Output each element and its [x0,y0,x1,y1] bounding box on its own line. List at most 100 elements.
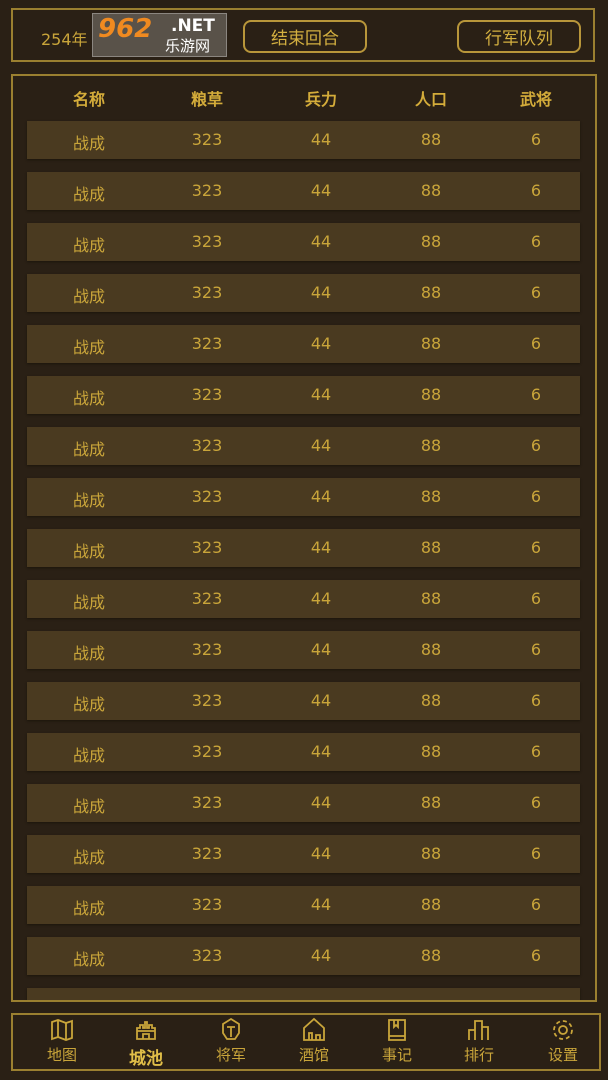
nav-tab-ranking[interactable]: 排行 [444,1017,514,1069]
cell-food: 323 [191,742,223,761]
map-icon [51,1019,73,1041]
cell-population: 88 [420,742,442,761]
table-row[interactable]: 战成 323 44 88 6 [27,427,580,465]
cell-name: 战成 [72,185,105,204]
table-row[interactable]: 战成 323 44 88 6 [27,937,580,975]
castle-icon [136,1021,156,1040]
nav-tab-tavern[interactable]: 酒馆 [279,1017,349,1069]
cell-population: 88 [420,844,442,863]
column-header-population: 人口 [414,90,447,109]
helmet-icon [222,1017,240,1040]
cell-name: 战成 [72,695,105,714]
cell-food: 323 [191,793,223,812]
cell-generals: 6 [530,742,542,761]
cell-name: 战成 [72,491,105,510]
nav-tab-label: 事记 [381,1046,412,1064]
top-bar: 254年 结束回合 行军队列 [11,8,595,62]
table-row[interactable]: 战成 323 44 88 6 [27,835,580,873]
cell-troops: 44 [310,130,332,149]
table-row[interactable]: 战成 323 44 88 6 [27,478,580,516]
cell-generals: 6 [530,181,542,200]
end-turn-button[interactable]: 结束回合 [243,20,367,53]
column-header-name: 名称 [72,90,105,109]
nav-tab-label: 将军 [215,1046,246,1064]
watermark-brand: 962 [98,14,153,44]
bottom-nav: 地图 城池 将军 酒馆 事记 排行 设置 [11,1013,601,1071]
nav-tab-book[interactable]: 事记 [362,1017,432,1069]
cell-name: 战成 [72,848,105,867]
cell-generals: 6 [530,691,542,710]
table-row[interactable]: 战成 323 44 88 6 [27,733,580,771]
table-row[interactable]: 战成 323 44 88 6 [27,580,580,618]
cell-name: 战成 [72,746,105,765]
table-row[interactable]: 战成 323 44 88 6 [27,631,580,669]
cell-generals: 6 [530,538,542,557]
watermark-logo: 962 .NET 乐游网 [92,13,227,57]
cell-food: 323 [191,385,223,404]
cell-population: 88 [420,793,442,812]
cell-food: 323 [191,487,223,506]
table-row[interactable]: 战成 323 44 88 6 [27,325,580,363]
cell-population: 88 [420,640,442,659]
nav-tab-map[interactable]: 地图 [27,1017,97,1069]
cell-troops: 44 [310,589,332,608]
cell-name: 战成 [72,797,105,816]
table-row[interactable]: 战成 323 44 88 6 [27,529,580,567]
cell-troops: 44 [310,691,332,710]
cell-name: 战成 [72,389,105,408]
table-row[interactable]: 战成 323 44 88 6 [27,682,580,720]
cell-food: 323 [191,538,223,557]
cell-population: 88 [420,895,442,914]
cell-troops: 44 [310,844,332,863]
table-row[interactable]: 战成 323 44 88 6 [27,121,580,159]
cell-food: 323 [191,640,223,659]
gear-icon [553,1020,573,1040]
nav-tab-label: 设置 [547,1046,578,1064]
march-queue-button[interactable]: 行军队列 [457,20,581,53]
cell-generals: 6 [530,793,542,812]
cell-generals: 6 [530,844,542,863]
cell-troops: 44 [310,232,332,251]
table-row[interactable]: 战成 323 44 88 6 [27,274,580,312]
cell-population: 88 [420,334,442,353]
cell-food: 323 [191,283,223,302]
nav-tab-label: 地图 [46,1046,77,1064]
cell-population: 88 [420,385,442,404]
cell-population: 88 [420,691,442,710]
cell-food: 323 [191,334,223,353]
cell-population: 88 [420,436,442,455]
cell-name: 战成 [72,542,105,561]
table-row[interactable]: 战成 323 44 88 6 [27,886,580,924]
cell-generals: 6 [530,283,542,302]
cell-generals: 6 [530,895,542,914]
cell-generals: 6 [530,232,542,251]
table-row[interactable]: 战成 323 44 88 6 [27,376,580,414]
nav-tab-castle[interactable]: 城池 [111,1017,181,1069]
nav-tab-helmet[interactable]: 将军 [196,1017,266,1069]
cell-name: 战成 [72,950,105,969]
cell-generals: 6 [530,436,542,455]
nav-tab-label: 城池 [129,1049,163,1069]
table-row[interactable]: 战成 323 44 88 6 [27,223,580,261]
city-table[interactable]: 名称 粮草 兵力 人口 武将 战成 323 44 88 6 战成 323 44 88 6 战成 323 44 88… [11,74,597,1002]
table-row[interactable]: 战成 323 44 88 6 [27,784,580,822]
book-icon [388,1019,406,1041]
cell-troops: 44 [310,487,332,506]
ranking-icon [468,1020,489,1040]
column-header-food: 粮草 [190,90,223,109]
cell-generals: 6 [530,487,542,506]
table-row[interactable]: 战成 323 44 88 6 [27,172,580,210]
cell-troops: 44 [310,946,332,965]
table-row-partial[interactable] [27,988,580,1000]
cell-name: 战成 [72,593,105,612]
cell-population: 88 [420,130,442,149]
cell-name: 战成 [72,899,105,918]
cell-food: 323 [191,946,223,965]
nav-tab-gear[interactable]: 设置 [528,1017,598,1069]
nav-tab-label: 酒馆 [298,1046,329,1064]
cell-troops: 44 [310,895,332,914]
cell-generals: 6 [530,385,542,404]
watermark-name: 乐游网 [165,37,211,55]
column-header-generals: 武将 [519,90,552,109]
cell-name: 战成 [72,134,105,153]
